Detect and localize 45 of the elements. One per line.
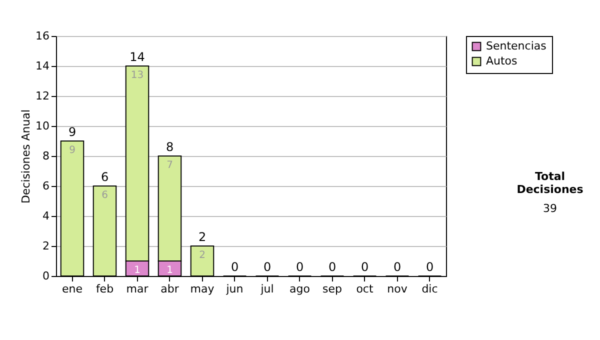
total-label: 0 (230, 260, 239, 274)
y-tick-label: 0 (42, 270, 50, 282)
x-tick-label: jun (225, 282, 244, 296)
total-label: 6 (100, 170, 109, 184)
x-tick-label: feb (96, 282, 114, 296)
y-tick-label: 2 (42, 240, 50, 252)
total-label: 0 (263, 260, 272, 274)
total-label: 14 (130, 50, 145, 64)
total-label: 2 (198, 230, 206, 244)
data-label: 6 (102, 190, 108, 201)
legend-label: Sentencias (486, 40, 547, 52)
data-label: 1 (166, 265, 173, 276)
y-tick-label: 8 (42, 150, 50, 162)
total-label: 0 (296, 260, 304, 274)
total-label: 0 (328, 260, 336, 274)
text: 39 (542, 202, 558, 215)
data-label: 9 (69, 145, 76, 156)
x-tick-label: ene (62, 282, 83, 296)
total-label: 0 (360, 260, 369, 274)
data-label: 7 (166, 160, 173, 171)
y-tick-label: 10 (36, 120, 50, 132)
x-tick-label: sep (322, 282, 342, 296)
data-label: 13 (130, 70, 144, 81)
x-tick-label: mar (126, 282, 149, 296)
y-axis-title: Decisiones Anual (20, 109, 33, 204)
x-tick-label: dic (422, 282, 438, 296)
data-label: 1 (134, 265, 140, 276)
y-tick-label: 6 (42, 180, 50, 192)
y-tick-label: 12 (36, 90, 50, 102)
total-label: 0 (393, 260, 402, 274)
data-label: 2 (199, 250, 206, 261)
x-tick-label: abr (160, 282, 180, 296)
total-label: 8 (166, 140, 174, 154)
y-tick-label: 14 (36, 60, 50, 72)
y-tick-label: 16 (36, 30, 50, 42)
total-label: 9 (68, 125, 76, 139)
total-label: 0 (426, 260, 434, 274)
text: Total Decisiones (516, 170, 584, 196)
x-tick-label: ago (290, 282, 310, 296)
x-tick-label: nov (387, 282, 408, 296)
x-tick-label: may (190, 282, 215, 296)
x-tick-label: jul (260, 282, 274, 296)
y-tick-label: 4 (42, 210, 50, 222)
x-tick-label: oct (356, 282, 374, 296)
legend-label: Autos (486, 54, 518, 68)
